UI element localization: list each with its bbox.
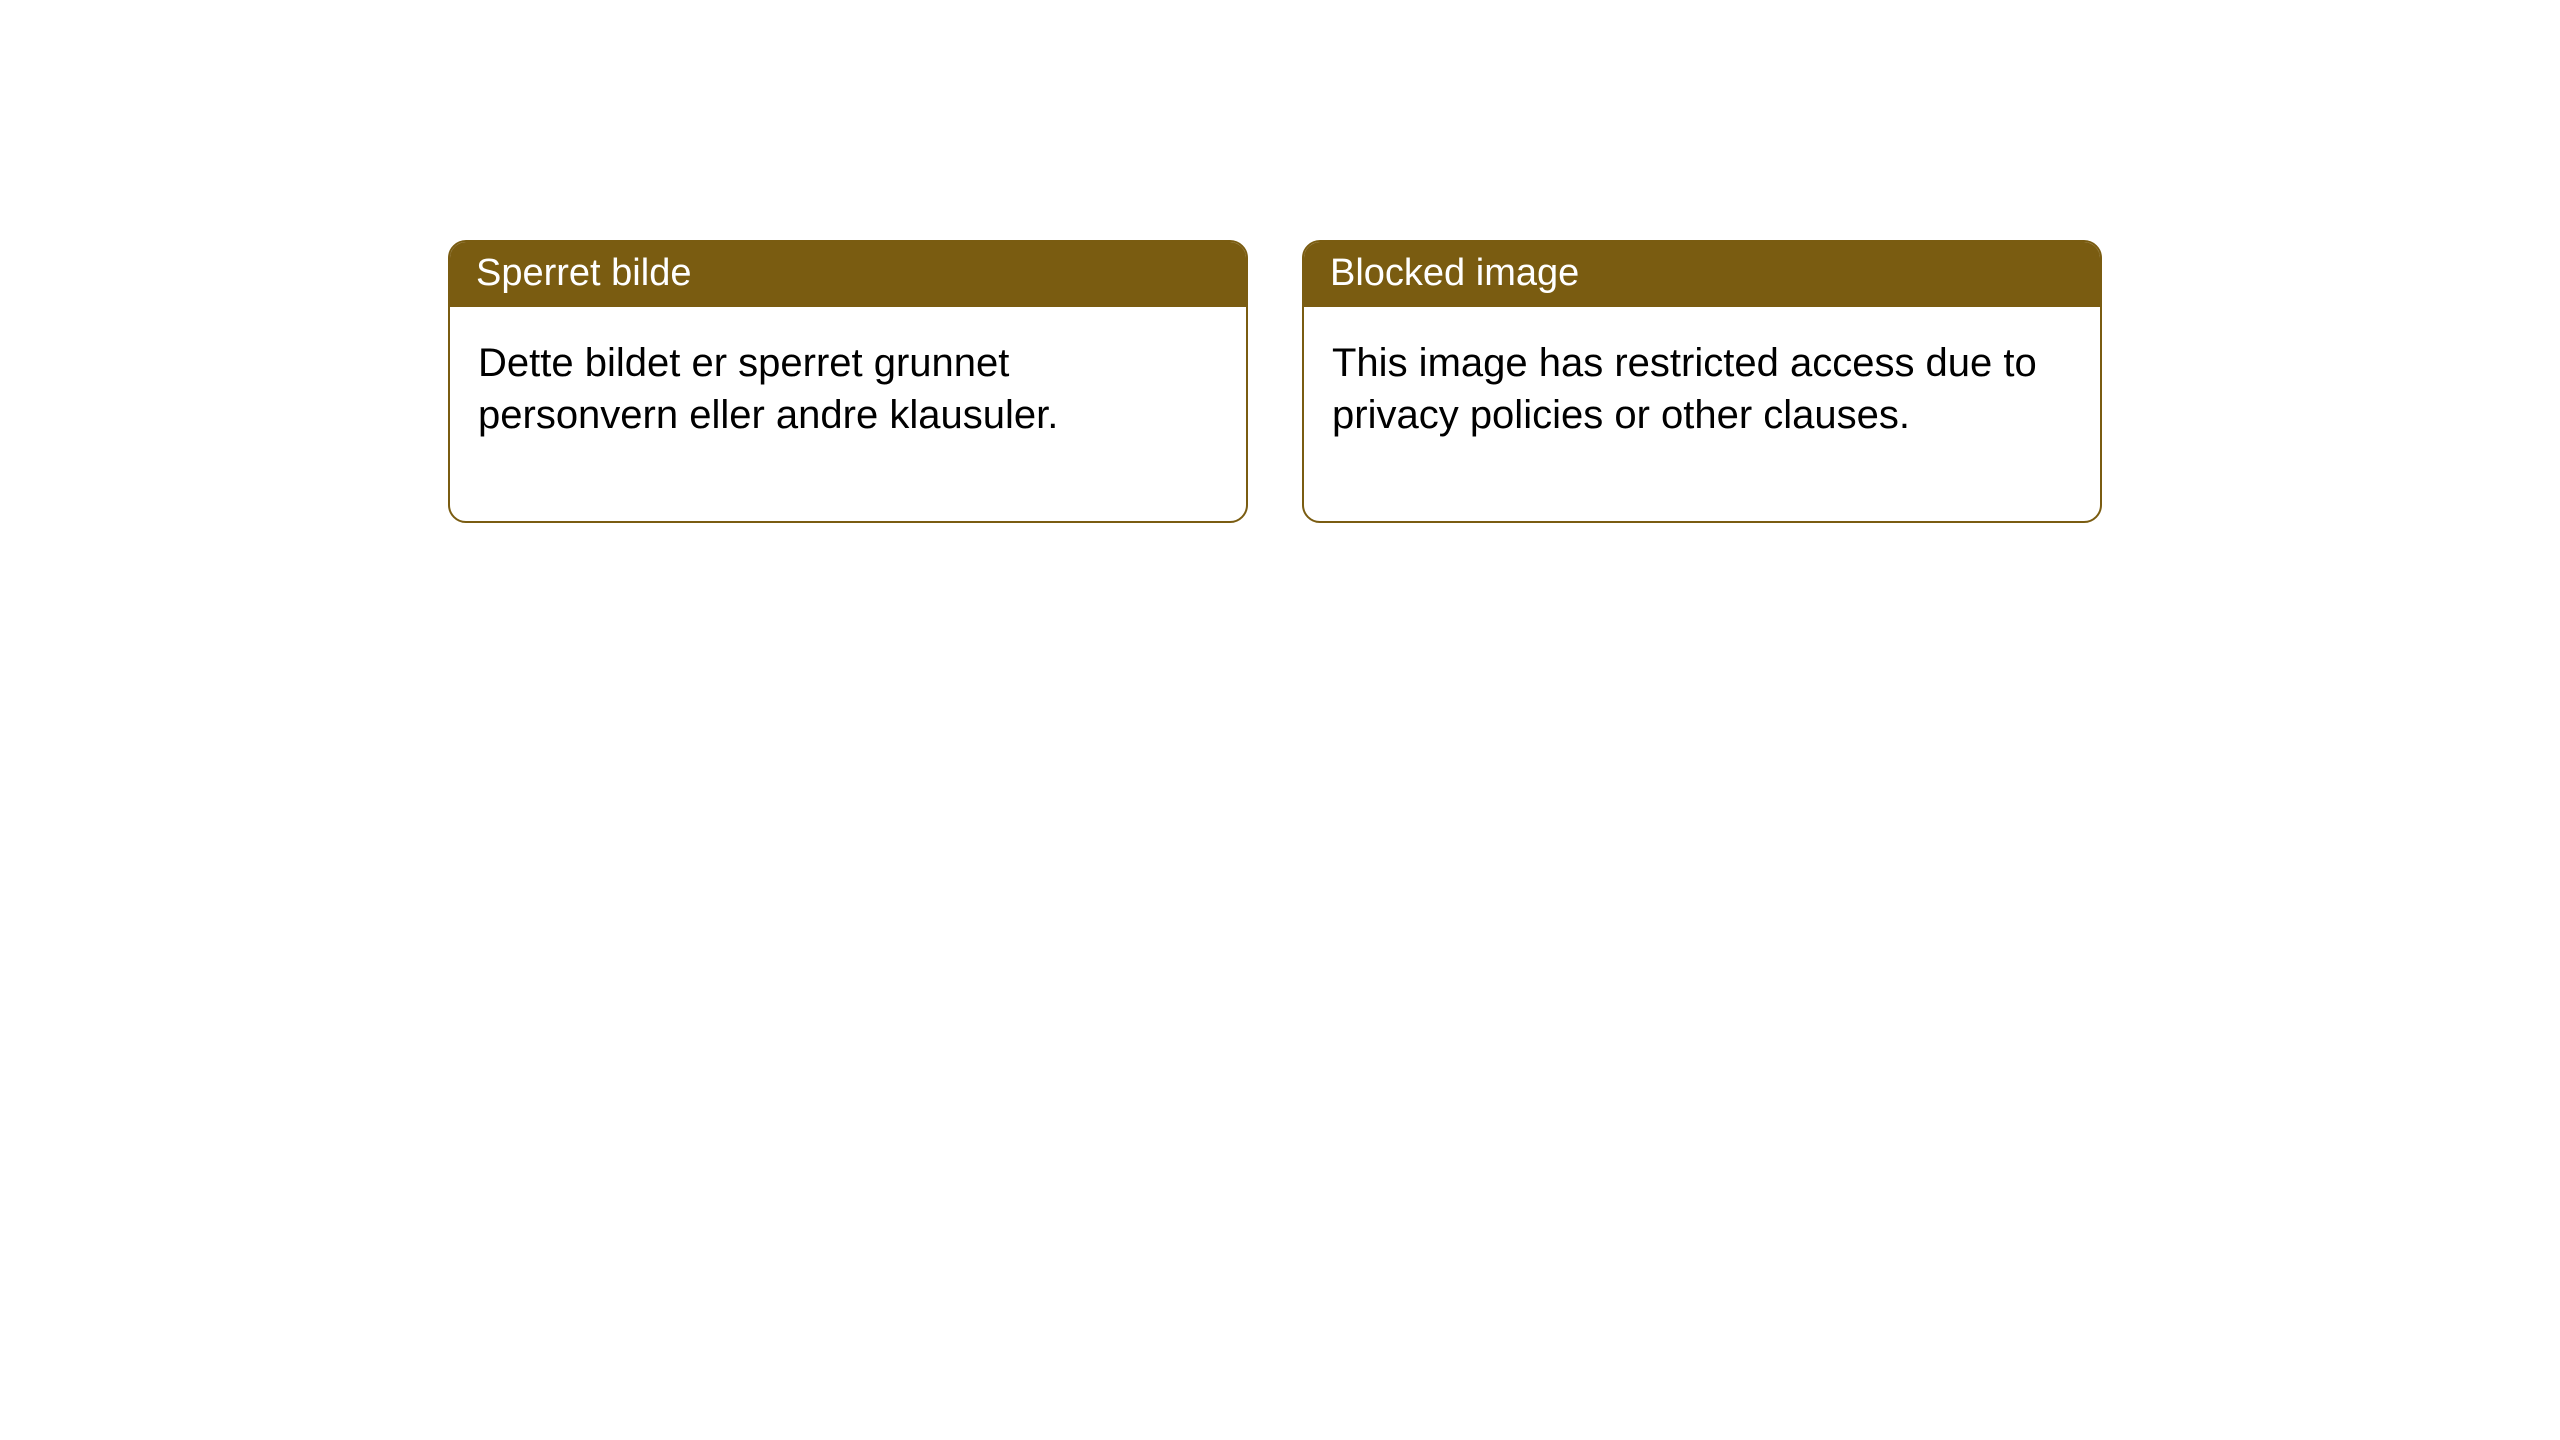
notice-card-norwegian: Sperret bilde Dette bildet er sperret gr… <box>448 240 1248 523</box>
notice-container: Sperret bilde Dette bildet er sperret gr… <box>0 0 2560 523</box>
notice-card-title: Sperret bilde <box>450 242 1246 307</box>
notice-card-english: Blocked image This image has restricted … <box>1302 240 2102 523</box>
notice-card-body: Dette bildet er sperret grunnet personve… <box>450 307 1246 521</box>
notice-card-body: This image has restricted access due to … <box>1304 307 2100 521</box>
notice-card-title: Blocked image <box>1304 242 2100 307</box>
